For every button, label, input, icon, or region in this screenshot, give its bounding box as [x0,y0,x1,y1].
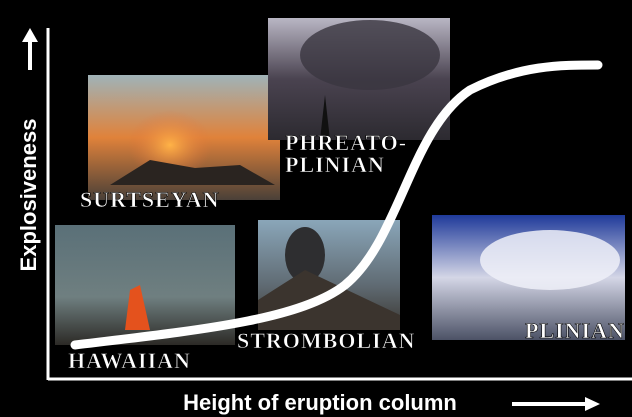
label-line: HAWAIIAN [68,348,191,373]
label-line: STROMBOLIAN [237,328,415,353]
type-label: STROMBOLIAN [237,328,415,353]
type-label: PLINIAN [525,318,625,343]
photo-phreatoplinian [268,18,450,140]
type-label: HAWAIIAN [68,348,191,373]
type-label: SURTSEYAN [80,187,219,212]
x-axis-label: Height of eruption column [183,390,457,415]
label-line: SURTSEYAN [80,187,219,212]
diagram: Explosiveness Height of eruption column … [0,0,632,417]
label-line: PLINIAN [525,318,625,343]
photo-surtseyan [88,75,280,200]
label-line: PLINIAN [285,152,385,177]
y-axis-label: Explosiveness [16,119,41,272]
